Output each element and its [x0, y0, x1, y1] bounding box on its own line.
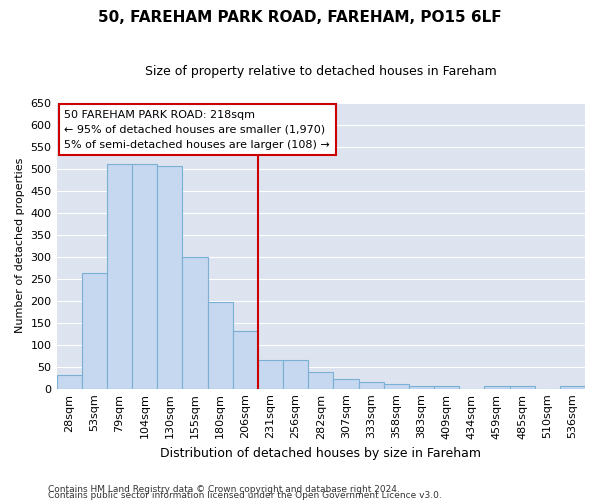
- Text: Contains public sector information licensed under the Open Government Licence v3: Contains public sector information licen…: [48, 492, 442, 500]
- Text: 50, FAREHAM PARK ROAD, FAREHAM, PO15 6LF: 50, FAREHAM PARK ROAD, FAREHAM, PO15 6LF: [98, 10, 502, 25]
- Bar: [233, 331, 258, 388]
- Bar: [560, 386, 585, 388]
- Text: Contains HM Land Registry data © Crown copyright and database right 2024.: Contains HM Land Registry data © Crown c…: [48, 486, 400, 494]
- Bar: [383, 384, 409, 388]
- X-axis label: Distribution of detached houses by size in Fareham: Distribution of detached houses by size …: [160, 447, 481, 460]
- Bar: [334, 378, 359, 388]
- Bar: [484, 386, 509, 388]
- Bar: [359, 382, 383, 388]
- Bar: [308, 372, 334, 388]
- Bar: [56, 376, 82, 388]
- Bar: [157, 166, 182, 388]
- Title: Size of property relative to detached houses in Fareham: Size of property relative to detached ho…: [145, 65, 497, 78]
- Bar: [82, 273, 107, 388]
- Bar: [258, 360, 283, 388]
- Bar: [132, 164, 157, 388]
- Bar: [434, 386, 459, 388]
- Bar: [509, 386, 535, 388]
- Bar: [283, 360, 308, 388]
- Bar: [182, 256, 208, 388]
- Bar: [409, 386, 434, 388]
- Bar: [208, 302, 233, 388]
- Bar: [107, 164, 132, 388]
- Text: 50 FAREHAM PARK ROAD: 218sqm
← 95% of detached houses are smaller (1,970)
5% of : 50 FAREHAM PARK ROAD: 218sqm ← 95% of de…: [64, 110, 330, 150]
- Y-axis label: Number of detached properties: Number of detached properties: [15, 158, 25, 334]
